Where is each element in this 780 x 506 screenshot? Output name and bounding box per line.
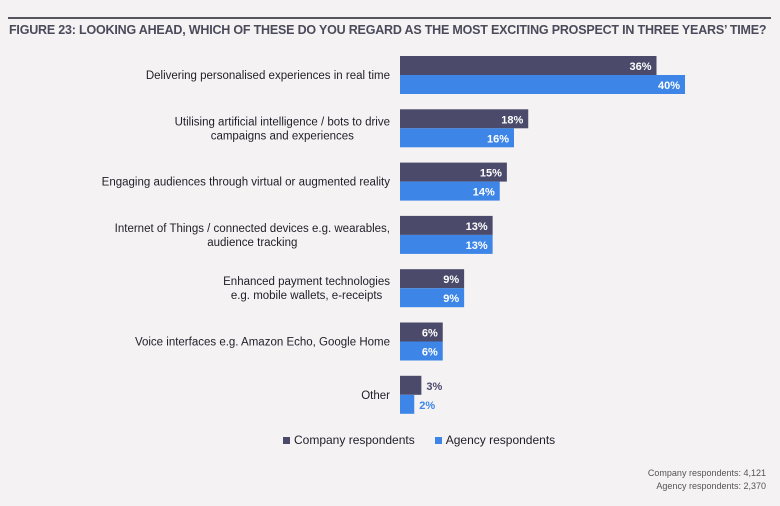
value-label-agency: 6% (422, 347, 438, 359)
value-label-company: 18% (501, 114, 523, 126)
category-label: Delivering personalised experiences in r… (146, 70, 390, 82)
bar-company (400, 109, 529, 129)
value-label-company: 6% (422, 328, 438, 340)
bar-company (400, 322, 443, 342)
legend: Company respondents Agency respondents (283, 433, 555, 447)
bar-agency (400, 341, 443, 361)
value-label-agency: 9% (443, 293, 459, 305)
legend-swatch-agency (434, 436, 442, 444)
figure-title: FIGURE 23: LOOKING AHEAD, WHICH OF THESE… (9, 23, 767, 37)
agency-respondents-note: Agency respondents: 2,370 (656, 481, 766, 491)
value-label-agency: 13% (466, 240, 488, 252)
legend-item-company: Company respondents (283, 433, 415, 447)
category-label: Internet of Things / connected devices e… (115, 223, 390, 249)
bar-company (400, 375, 422, 395)
bar-company (400, 56, 657, 75)
bar-agency (400, 128, 514, 148)
category-label: Engaging audiences through virtual or au… (102, 177, 391, 189)
bar-agency (400, 288, 465, 308)
category-label: Utilising artificial intelligence / bots… (175, 116, 390, 142)
value-label-company: 15% (480, 168, 502, 180)
bar-agency (400, 234, 493, 254)
title-rule (8, 17, 771, 19)
bar-company (400, 215, 493, 235)
bar-agency (400, 75, 685, 94)
value-label-agency: 14% (473, 187, 495, 199)
legend-label-agency: Agency respondents (445, 433, 556, 447)
category-label: Enhanced payment technologies e.g. mobile… (223, 276, 390, 302)
bar-agency (400, 394, 415, 414)
value-label-company: 9% (443, 274, 459, 286)
category-label: Other (361, 390, 390, 402)
bar-company (400, 162, 507, 182)
value-label-company: 3% (426, 381, 442, 393)
company-respondents-note: Company respondents: 4,121 (647, 468, 766, 478)
category-label: Voice interfaces e.g. Amazon Echo, Googl… (135, 337, 390, 349)
value-label-agency: 16% (487, 133, 509, 145)
value-label-company: 36% (629, 61, 651, 73)
bar-company (400, 269, 465, 289)
value-label-company: 13% (466, 221, 488, 233)
legend-label-company: Company respondents (294, 433, 415, 447)
value-label-agency: 2% (419, 400, 435, 412)
bar-agency (400, 181, 500, 201)
value-label-agency: 40% (658, 80, 680, 92)
legend-item-agency: Agency respondents (434, 433, 556, 447)
legend-swatch-company (283, 436, 290, 444)
